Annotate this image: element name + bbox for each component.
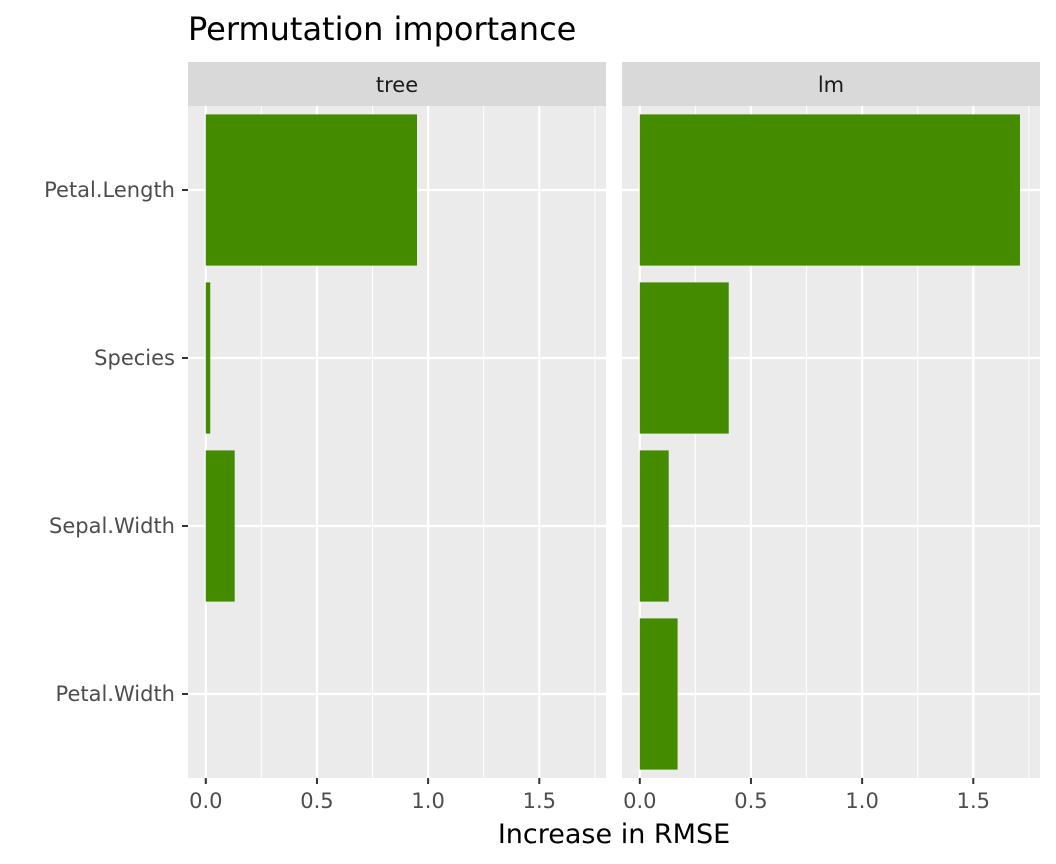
x-tick-label: 1.0 — [411, 789, 444, 813]
x-tick-label: 0.5 — [734, 789, 767, 813]
y-tick-label: Sepal.Width — [49, 514, 175, 538]
x-axis-title: Increase in RMSE — [498, 819, 730, 850]
chart-title: Permutation importance — [188, 10, 576, 48]
facet-strip — [622, 62, 1040, 106]
facet-strip-label: tree — [376, 73, 418, 97]
x-tick-label: 1.5 — [523, 789, 556, 813]
facet-lm: lm 0.0 0.5 1.0 1.5 — [622, 62, 1040, 813]
facet-panels: tree 0.0 0.5 1.0 1.5 lm 0.0 0.5 1.0 1.5 — [188, 62, 1040, 813]
x-tick-label: 0.0 — [189, 789, 222, 813]
facet-tree: tree 0.0 0.5 1.0 1.5 — [188, 62, 606, 813]
x-tick-label: 1.0 — [845, 789, 878, 813]
bar-lm-species — [639, 282, 729, 434]
x-tick-label: 0.5 — [300, 789, 333, 813]
y-tick-label: Species — [94, 346, 175, 370]
y-axis: Petal.Length Species Sepal.Width Petal.Widt… — [44, 178, 188, 706]
bar-lm-sepal-width — [639, 450, 669, 602]
bar-tree-sepal-width — [205, 450, 235, 602]
facet-strip — [188, 62, 606, 106]
facet-strip-label: lm — [818, 73, 844, 97]
bar-lm-petal-length — [639, 114, 1020, 266]
y-tick-label: Petal.Width — [56, 682, 175, 706]
x-tick-label: 1.5 — [957, 789, 990, 813]
x-tick-label: 0.0 — [623, 789, 656, 813]
bar-lm-petal-width — [639, 618, 678, 770]
bar-tree-species — [205, 282, 211, 434]
bar-tree-petal-length — [205, 114, 418, 266]
y-tick-label: Petal.Length — [44, 178, 175, 202]
